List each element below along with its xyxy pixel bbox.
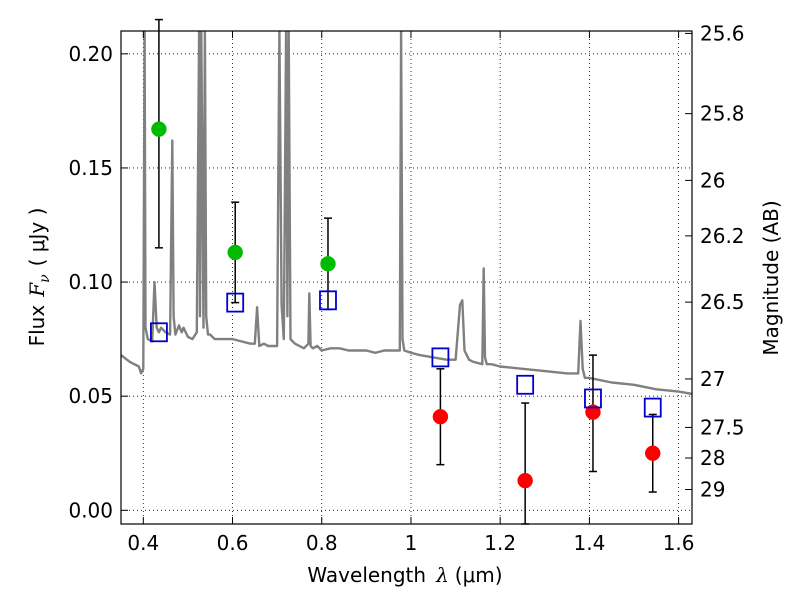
data-markers xyxy=(150,121,662,489)
x-tick-label: 1.4 xyxy=(573,531,605,555)
x-tick-label: 1.2 xyxy=(484,531,516,555)
y2-tick-label: 25.8 xyxy=(700,102,745,126)
model-point xyxy=(516,374,535,395)
y2-tick-label: 29 xyxy=(700,477,725,501)
x-tick-label: 0.8 xyxy=(306,531,338,555)
model-point xyxy=(150,322,168,343)
y2-tick-label: 25.6 xyxy=(700,21,745,45)
data-point xyxy=(644,445,661,461)
y2-tick-label: 28 xyxy=(700,446,725,470)
y-tick-label: 0.15 xyxy=(68,156,113,180)
tick-labels: 0.4 0.6 0.8 1 1.2 1.4 1.6 0.00 0.05 0.10 0.15 0.20 2… xyxy=(68,21,744,555)
x-tick-label: 0.6 xyxy=(217,531,249,555)
y2-tick-label: 27 xyxy=(700,367,725,391)
y-tick-label: 0.10 xyxy=(68,270,113,294)
x-tick-label: 0.4 xyxy=(127,531,159,555)
model-point xyxy=(226,292,245,313)
axis-ticks xyxy=(121,31,692,524)
y-tick-label: 0.00 xyxy=(68,498,113,522)
x-tick-label: 1.6 xyxy=(663,531,695,555)
data-point xyxy=(517,472,533,489)
x-tick-label: 1 xyxy=(405,531,418,555)
y2-tick-label: 27.5 xyxy=(700,415,745,439)
data-point xyxy=(151,121,167,137)
y-tick-label: 0.05 xyxy=(68,384,113,408)
model-spectrum xyxy=(121,31,692,396)
model-point xyxy=(643,397,662,418)
y-axis-label: FluxFν( μJy ) xyxy=(25,208,53,347)
data-point xyxy=(320,256,336,272)
x-axis-label: Wavelength λ (μm) xyxy=(307,563,502,587)
model-point xyxy=(584,388,602,409)
spectrum-line xyxy=(121,31,692,396)
y2-axis-label: Magnitude (AB) xyxy=(759,200,783,355)
data-point xyxy=(585,404,601,420)
y2-tick-label: 26.5 xyxy=(700,290,745,314)
y2-tick-label: 26.2 xyxy=(700,224,745,248)
data-point xyxy=(432,408,449,425)
y2-tick-label: 26 xyxy=(700,168,725,192)
plot-frame xyxy=(120,30,693,525)
data-point xyxy=(227,244,243,261)
y-tick-label: 0.20 xyxy=(68,42,113,66)
model-point xyxy=(319,290,337,311)
model-point xyxy=(431,347,450,368)
